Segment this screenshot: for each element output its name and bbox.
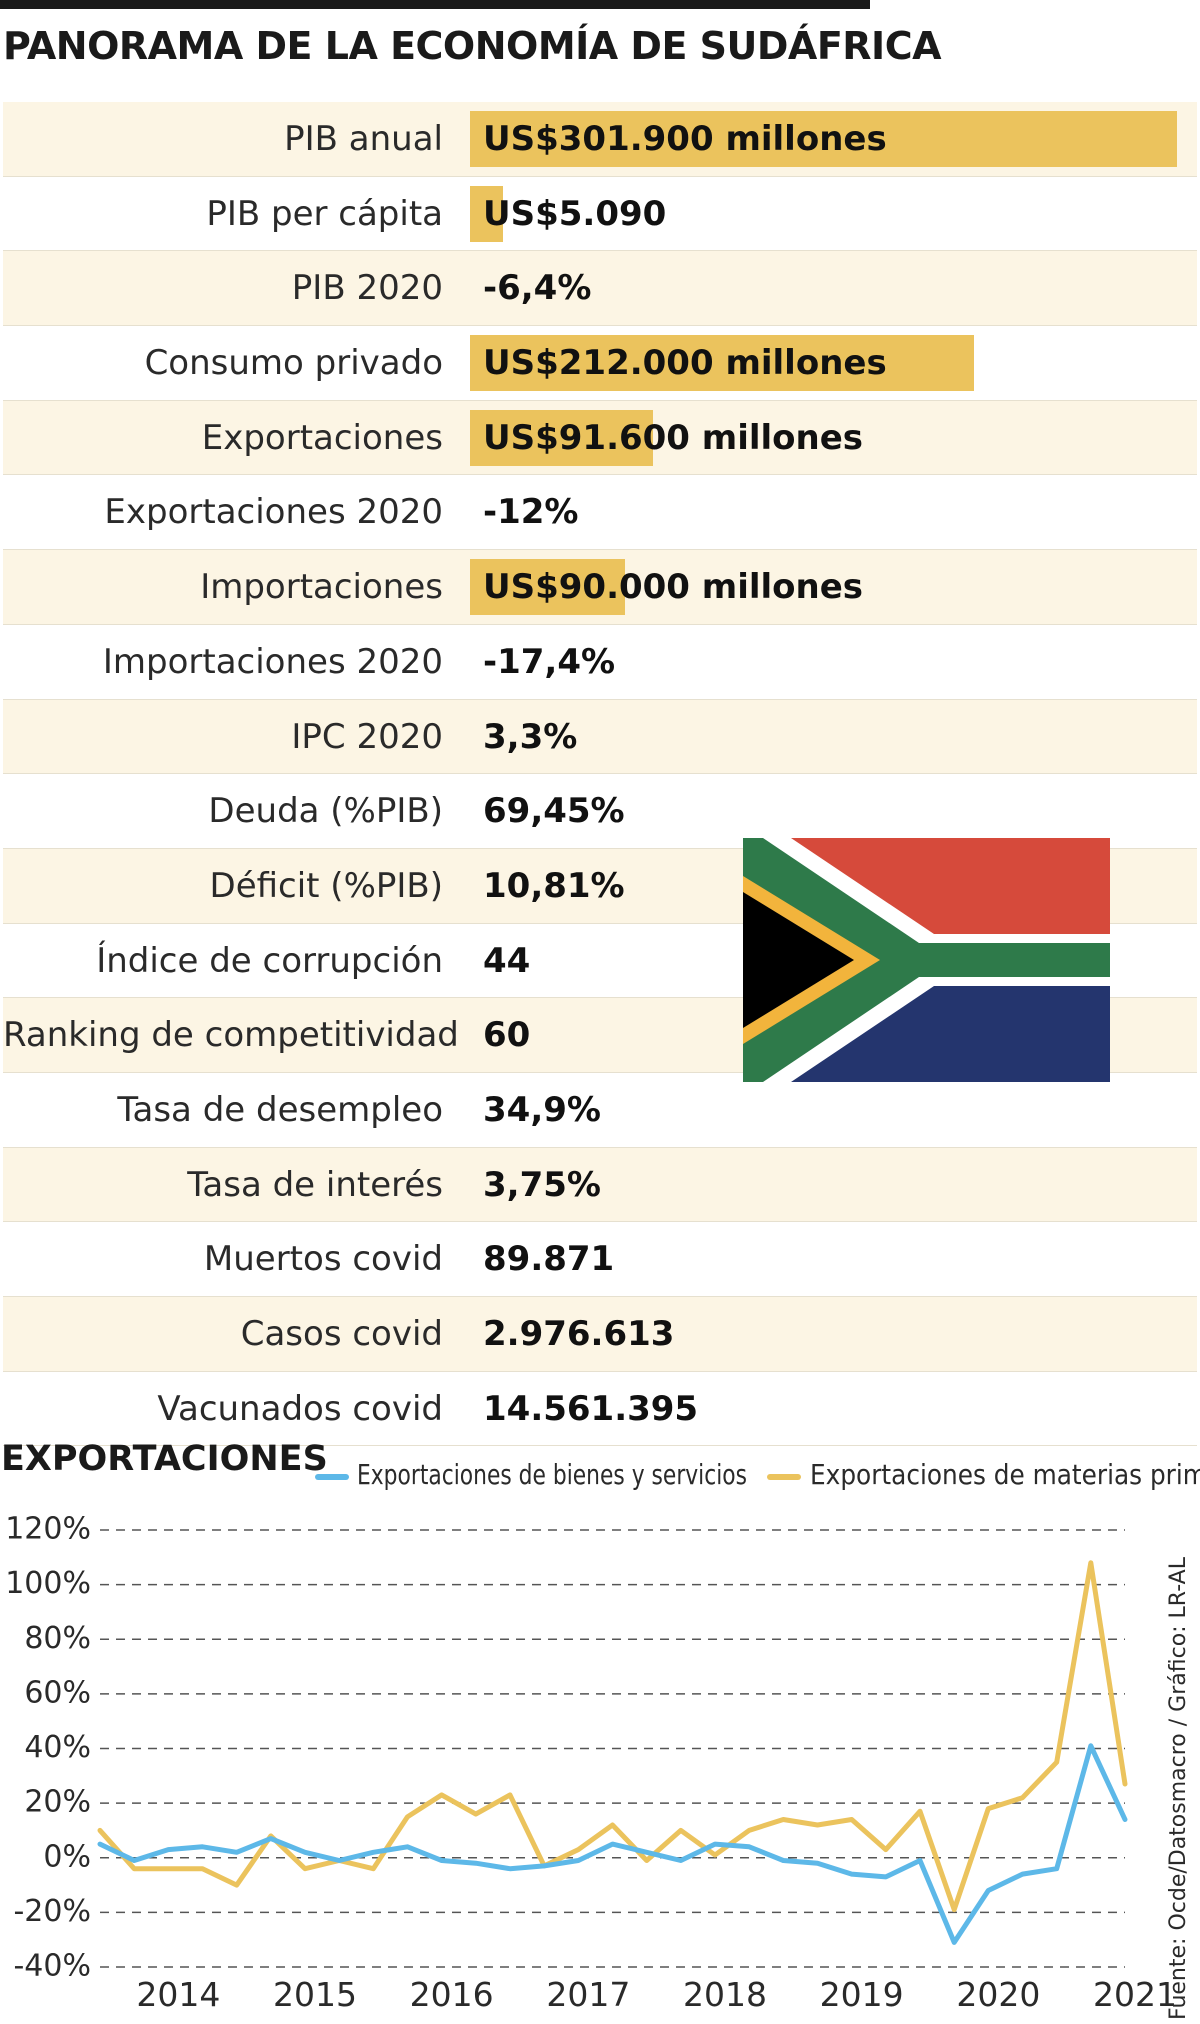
legend-label: Exportaciones de materias primas — [810, 1458, 1200, 1491]
stat-label: Ranking de competitividad — [3, 1015, 459, 1056]
stat-label: PIB per cápita — [206, 193, 443, 234]
stat-value: US$301.900 millones — [483, 119, 887, 159]
south-africa-flag-icon — [743, 838, 1110, 1082]
stat-value: US$212.000 millones — [483, 343, 887, 384]
stat-bar — [470, 185, 503, 242]
stat-value: 34,9% — [483, 1089, 601, 1130]
series-line-materias-primas — [97, 1560, 1128, 1913]
stat-value: 3,3% — [483, 716, 578, 757]
source-credit: Fuente: Ocde/Datosmacro / Gráfico: LR-AL — [1166, 1557, 1191, 2020]
y-tick-label: 0% — [43, 1839, 91, 1874]
stat-row: Tasa de desempleo 34,9% — [3, 1073, 1197, 1148]
stat-label: Tasa de desempleo — [117, 1089, 443, 1130]
stats-table: PIB anual US$301.900 millones PIB per cápi… — [3, 102, 1197, 1447]
x-tick-label: 2017 — [546, 1975, 630, 2014]
stat-row: Importaciones 2020 -17,4% — [3, 625, 1197, 700]
stat-label: Vacunados covid — [157, 1388, 443, 1429]
stat-label: Consumo privado — [144, 343, 443, 384]
y-tick-label: 40% — [24, 1730, 91, 1765]
stat-value: -17,4% — [483, 641, 616, 682]
y-tick-label: -20% — [13, 1894, 91, 1929]
legend-label: Exportaciones de bienes y servicios — [357, 1458, 747, 1491]
stat-value: US$90.000 millones — [483, 567, 864, 608]
stat-value: 69,45% — [483, 791, 625, 832]
stat-label: Exportaciones — [201, 417, 443, 458]
x-tick-label: 2016 — [410, 1975, 494, 2014]
stat-label: IPC 2020 — [291, 716, 443, 757]
stat-value: -6,4% — [483, 268, 592, 309]
flag-green-band — [743, 838, 1110, 1082]
stat-bar — [470, 409, 653, 466]
stat-row: Deuda (%PIB) 69,45% — [3, 774, 1197, 849]
stat-bar — [470, 559, 625, 616]
y-tick-label: 80% — [24, 1621, 91, 1656]
stat-row: Consumo privado US$212.000 millones — [3, 326, 1197, 401]
stat-bar — [470, 335, 974, 392]
y-tick-label: -40% — [13, 1949, 91, 1984]
stat-row: Tasa de interés 3,75% — [3, 1147, 1197, 1223]
stat-bar — [470, 111, 1177, 167]
stat-row: PIB per cápita US$5.090 — [3, 177, 1197, 252]
stat-label: Importaciones 2020 — [102, 641, 443, 682]
y-tick-label: 20% — [24, 1785, 91, 1820]
y-tick-label: 100% — [5, 1566, 91, 1601]
stat-value: -12% — [483, 492, 579, 533]
stat-label: Déficit (%PIB) — [209, 865, 443, 906]
stat-label: Muertos covid — [203, 1239, 443, 1280]
series-line-bienes-servicios — [97, 1743, 1128, 1945]
flag-black-triangle — [743, 892, 854, 1028]
stat-row: PIB 2020 -6,4% — [3, 251, 1197, 327]
x-tick-label: 2020 — [956, 1975, 1040, 2014]
stat-value: 2.976.613 — [483, 1314, 675, 1354]
stat-row: Casos covid 2.976.613 — [3, 1297, 1197, 1372]
stat-row: Importaciones US$90.000 millones — [3, 550, 1197, 625]
stat-value: 60 — [483, 1015, 531, 1056]
stat-label: PIB anual — [284, 119, 443, 159]
stat-row: Exportaciones US$91.600 millones — [3, 400, 1197, 476]
stat-value: 89.871 — [483, 1239, 615, 1280]
x-tick-label: 2018 — [683, 1975, 767, 2014]
stat-value: 44 — [483, 940, 531, 981]
stat-row: PIB anual US$301.900 millones — [3, 102, 1197, 177]
y-tick-label: 60% — [24, 1675, 91, 1710]
stat-value: US$91.600 millones — [483, 417, 864, 458]
chart-title: EXPORTACIONES — [1, 1440, 328, 1479]
x-tick-label: 2015 — [273, 1975, 357, 2014]
stat-value: US$5.090 — [483, 193, 667, 234]
stat-value: 10,81% — [483, 865, 625, 906]
top-rule — [0, 0, 870, 9]
stat-label: Exportaciones 2020 — [104, 492, 443, 533]
stat-label: Importaciones — [200, 567, 443, 608]
page-title: PANORAMA DE LA ECONOMÍA DE SUDÁFRICA — [3, 24, 942, 68]
stat-value: 14.561.395 — [483, 1388, 699, 1429]
x-tick-label: 2014 — [136, 1975, 220, 2014]
stat-label: Tasa de interés — [187, 1164, 443, 1205]
stat-row: Exportaciones 2020 -12% — [3, 475, 1197, 551]
stat-value: 3,75% — [483, 1164, 601, 1205]
y-tick-label: 120% — [5, 1512, 91, 1547]
stat-row: Índice de corrupción 44 — [3, 924, 1197, 999]
stat-label: Deuda (%PIB) — [208, 791, 443, 832]
stat-label: Casos covid — [240, 1314, 443, 1354]
x-tick-label: 2019 — [820, 1975, 904, 2014]
stat-row: IPC 2020 3,3% — [3, 699, 1197, 775]
stat-label: Índice de corrupción — [96, 940, 443, 981]
x-tick-label: 2021 — [1093, 1975, 1177, 2014]
exports-line-chart: EXPORTACIONES Exportaciones de bienes y s… — [1, 1440, 1200, 2014]
stat-row: Muertos covid 89.871 — [3, 1222, 1197, 1297]
stat-label: PIB 2020 — [291, 268, 443, 309]
stat-row: Vacunados covid 14.561.395 — [3, 1372, 1197, 1447]
